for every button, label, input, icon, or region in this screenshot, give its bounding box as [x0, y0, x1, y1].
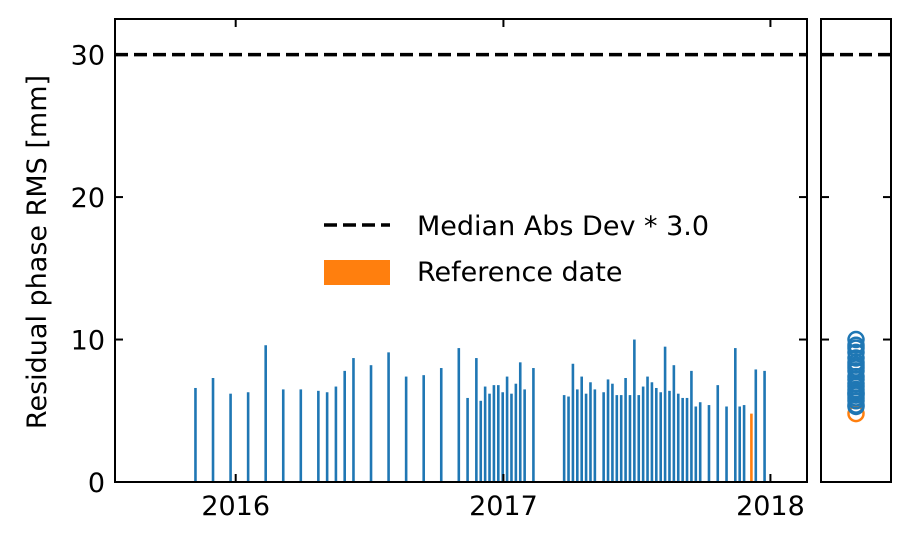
bar	[510, 393, 513, 482]
side-frame	[820, 18, 892, 483]
bar	[615, 395, 619, 482]
bar	[264, 345, 267, 482]
bar	[725, 406, 728, 482]
bar	[567, 396, 570, 482]
bar	[518, 362, 522, 482]
x-tick-label: 2018	[736, 491, 805, 522]
bar	[387, 352, 390, 482]
bar	[694, 406, 698, 482]
bar	[562, 395, 566, 482]
bar	[488, 393, 491, 482]
bar	[479, 400, 483, 482]
bar	[663, 346, 667, 482]
bar	[532, 368, 535, 482]
bar	[716, 385, 720, 482]
bar	[194, 387, 197, 482]
bar	[343, 370, 346, 482]
bar	[763, 370, 766, 482]
bar	[606, 379, 610, 482]
bar	[422, 375, 425, 482]
plot-frame	[114, 18, 808, 483]
bar	[229, 393, 232, 482]
bar	[646, 376, 649, 482]
side-panel	[820, 18, 892, 483]
bar	[676, 393, 680, 482]
bar	[619, 395, 623, 482]
bar	[483, 386, 487, 482]
bar	[589, 382, 592, 482]
bar	[369, 365, 373, 482]
scatter-point	[847, 349, 865, 367]
bar	[576, 389, 579, 482]
bar	[672, 365, 676, 482]
y-tick-label: 20	[71, 183, 105, 214]
bar	[698, 402, 702, 482]
bar	[211, 378, 215, 482]
bar	[734, 348, 737, 482]
bar	[659, 392, 662, 482]
bar	[246, 392, 250, 482]
bar	[584, 393, 588, 482]
bar	[523, 389, 526, 482]
reference-bar	[750, 413, 753, 482]
bar	[571, 363, 575, 482]
bar	[611, 383, 614, 482]
bar	[754, 369, 758, 482]
bar	[299, 389, 303, 482]
bar	[742, 405, 746, 482]
bar	[514, 383, 518, 482]
bar	[475, 358, 478, 482]
bar	[501, 392, 504, 482]
bar	[668, 390, 671, 482]
bar	[707, 405, 711, 482]
bar	[655, 387, 658, 482]
bar	[641, 386, 645, 482]
y-tick-label: 0	[88, 468, 105, 499]
bar	[637, 395, 641, 482]
scatter-point	[847, 336, 865, 354]
y-axis-label: Residual phase RMS [mm]	[22, 75, 53, 429]
bar	[325, 392, 329, 482]
bar	[602, 392, 605, 482]
y-tick-label: 30	[71, 41, 105, 72]
main-panel: 0 10 20 30 2016 2017 2018	[71, 18, 808, 522]
bar	[738, 406, 742, 482]
legend-reference-label: Reference date	[417, 257, 622, 288]
x-tick-label: 2016	[201, 491, 270, 522]
legend-threshold-label: Median Abs Dev * 3.0	[417, 211, 709, 242]
legend: Median Abs Dev * 3.0 Reference date	[324, 211, 709, 288]
bar	[497, 385, 500, 482]
bar	[628, 395, 632, 482]
bar	[593, 389, 597, 482]
bar	[466, 397, 469, 482]
bar	[685, 397, 689, 482]
bar	[404, 376, 408, 482]
bar	[334, 386, 338, 482]
x-tick-label: 2017	[469, 491, 538, 522]
bar	[492, 385, 496, 482]
bar	[505, 376, 509, 482]
bar	[633, 339, 636, 482]
bar	[352, 358, 355, 482]
bar	[650, 382, 654, 482]
bar	[281, 389, 285, 482]
bar	[624, 378, 627, 482]
bar	[681, 397, 684, 482]
legend-reference-swatch	[324, 260, 390, 285]
bar	[317, 390, 320, 482]
y-tick-label: 10	[71, 326, 105, 357]
bar	[690, 370, 693, 482]
bar	[457, 348, 461, 482]
scatter-point	[847, 330, 865, 349]
bar	[439, 368, 443, 482]
bar	[580, 376, 583, 482]
